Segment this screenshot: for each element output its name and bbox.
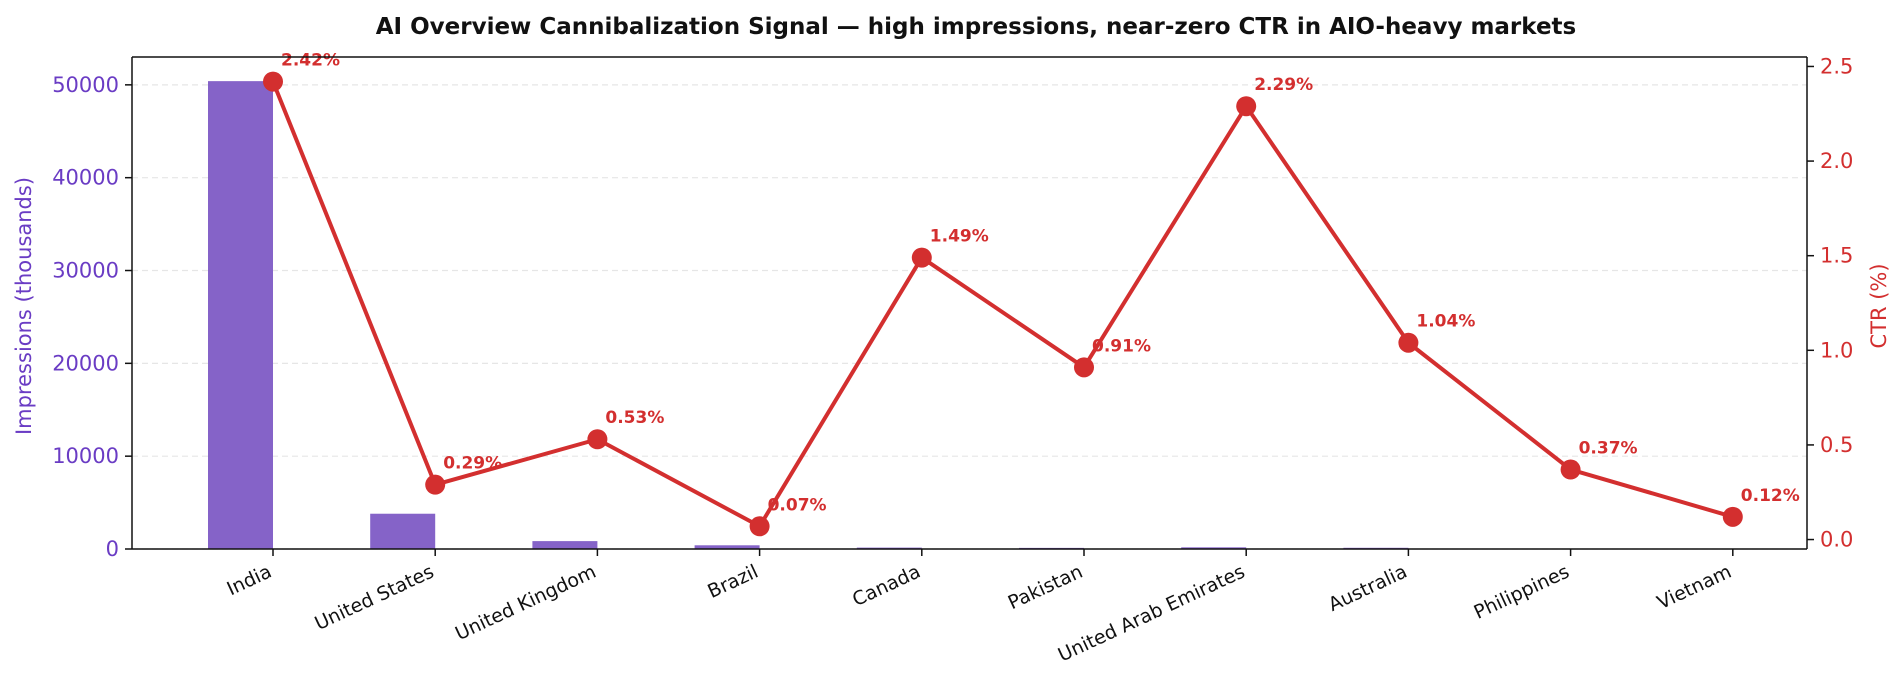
y-tick-label-right: 1.5 bbox=[1820, 244, 1853, 268]
ctr-point bbox=[1074, 357, 1094, 378]
ctr-point bbox=[749, 516, 770, 537]
ctr-point bbox=[1236, 96, 1257, 117]
x-tick-label: Vietnam bbox=[1654, 561, 1735, 614]
x-tick-label: Pakistan bbox=[1005, 561, 1086, 615]
impressions-bar bbox=[208, 81, 273, 549]
x-tick-label: United States bbox=[311, 561, 437, 635]
ctr-data-label: 1.04% bbox=[1416, 312, 1475, 332]
ctr-point bbox=[263, 71, 283, 92]
ctr-data-label: 0.37% bbox=[1579, 439, 1638, 459]
y-tick-label-left: 0 bbox=[106, 537, 119, 561]
y-axis-label-left: Impressions (thousands) bbox=[12, 177, 36, 435]
ctr-point bbox=[587, 429, 608, 450]
ctr-point bbox=[425, 474, 446, 495]
y-tick-label-left: 10000 bbox=[52, 444, 119, 468]
ctr-data-label: 0.53% bbox=[605, 408, 664, 428]
impressions-bar bbox=[694, 545, 760, 549]
y-axis-label-right: CTR (%) bbox=[1867, 263, 1891, 348]
x-tick-label: Brazil bbox=[704, 561, 761, 603]
ctr-data-label: 1.49% bbox=[930, 227, 989, 247]
ctr-line bbox=[271, 80, 1734, 529]
y-tick-label-right: 0.0 bbox=[1820, 528, 1853, 552]
impressions-bar bbox=[1181, 547, 1247, 549]
ctr-data-label: 0.12% bbox=[1741, 486, 1800, 506]
ctr-data-label: 0.91% bbox=[1092, 336, 1151, 356]
ctr-data-label: 0.29% bbox=[443, 454, 502, 474]
ctr-data-label: 2.42% bbox=[281, 51, 340, 71]
ctr-data-label: 2.29% bbox=[1254, 75, 1313, 95]
y-tick-label-right: 1.0 bbox=[1820, 338, 1853, 362]
bar-series bbox=[208, 81, 1733, 549]
ctr-point bbox=[1560, 459, 1581, 480]
x-tick-label: Australia bbox=[1325, 561, 1410, 616]
axes: 0 10000 20000 30000 40000 50000 0.0 0.5 1.0 1.5 2.… bbox=[52, 54, 1853, 666]
x-tick-label: United Kingdom bbox=[452, 561, 600, 645]
x-tick-label: Philippines bbox=[1471, 561, 1573, 624]
y-tick-label-left: 40000 bbox=[52, 166, 119, 190]
ctr-point bbox=[1722, 506, 1743, 527]
ctr-point bbox=[911, 247, 932, 268]
y-tick-label-left: 20000 bbox=[52, 351, 119, 375]
y-tick-label-right: 2.0 bbox=[1820, 149, 1853, 173]
grid-lines bbox=[132, 84, 1807, 550]
x-tick-label: Canada bbox=[849, 561, 924, 611]
y-tick-label-left: 30000 bbox=[52, 259, 119, 283]
impressions-bar bbox=[532, 541, 598, 549]
ctr-data-labels: 2.42% 0.29% 0.53% 0.07% 1.49% 0.91% 2.29% 1.04%… bbox=[281, 51, 1800, 516]
ctr-data-label: 0.07% bbox=[768, 495, 827, 515]
y-tick-label-right: 0.5 bbox=[1820, 433, 1853, 457]
x-tick-label: India bbox=[224, 561, 276, 601]
ctr-line-series bbox=[263, 71, 1743, 537]
chart-title: AI Overview Cannibalization Signal — hig… bbox=[376, 14, 1577, 40]
impressions-bar bbox=[370, 513, 436, 549]
y-tick-label-left: 50000 bbox=[52, 73, 119, 97]
y-tick-label-right: 2.5 bbox=[1820, 54, 1853, 78]
ctr-point bbox=[1398, 332, 1419, 353]
